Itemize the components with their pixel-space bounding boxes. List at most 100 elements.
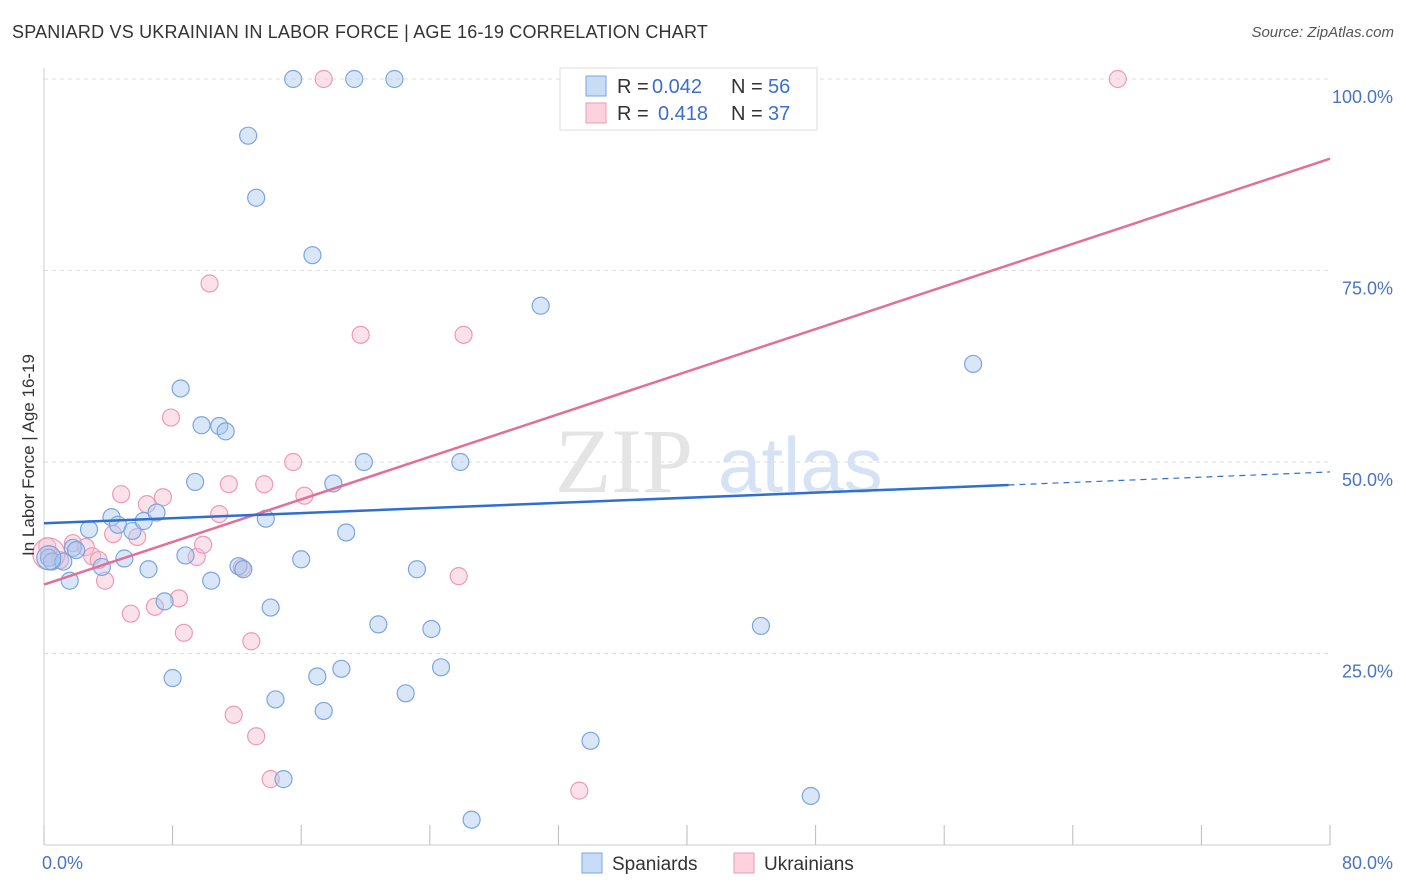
spaniards-point-29 (261, 598, 280, 617)
y-tick-label-1: 75.0% (1342, 279, 1393, 299)
ukrainians-point-28 (284, 452, 303, 472)
spaniards-point-39 (337, 523, 356, 542)
legend-swatch-spaniards (585, 75, 607, 97)
spaniards-point-26 (239, 126, 258, 145)
spaniards-point-52 (751, 616, 771, 636)
ukrainians-point-33 (454, 325, 473, 344)
spaniards-point-13 (139, 560, 158, 579)
ukrainians-point-19 (200, 274, 219, 293)
spaniards-point-25 (234, 560, 253, 579)
legend-n-label-1: N = (731, 76, 763, 98)
legend-r-label-2: R = (617, 103, 649, 125)
ukrainians-point-13 (153, 488, 173, 507)
y-tick-label-2: 50.0% (1342, 470, 1393, 490)
spaniards-point-40 (345, 69, 364, 89)
x-tick-label-1: 80.0% (1342, 853, 1393, 873)
spaniards-point-54 (964, 354, 983, 374)
bottom-legend-label-spaniards: Spaniards (612, 854, 698, 875)
ukrainians-point-18 (194, 535, 213, 554)
spaniards-point-16 (163, 668, 182, 688)
ukrainians-point-16 (174, 623, 193, 642)
legend-n-label-2: N = (731, 103, 763, 125)
y-tick-label-3: 25.0% (1342, 662, 1393, 682)
spaniards-point-47 (431, 658, 451, 677)
spaniards-point-24 (229, 557, 248, 576)
spaniards-point-33 (292, 550, 311, 569)
ukrainians-point-10 (128, 527, 147, 547)
ukrainians-point-9 (121, 604, 140, 623)
ukrainians-point-15 (169, 589, 189, 608)
spaniards-point-50 (531, 296, 550, 315)
legend-r-label-1: R = (617, 76, 649, 98)
spaniards-point-49 (462, 810, 481, 829)
spaniards-point-4 (63, 538, 83, 557)
x-tick-label-0: 0.0% (42, 853, 83, 873)
spaniards-point-20 (192, 416, 211, 435)
spaniards-point-6 (79, 520, 99, 539)
trend-lines (43, 157, 1331, 586)
ukrainians-point-12 (145, 597, 165, 616)
bottom-legend: Spaniards Ukrainians (581, 852, 854, 875)
ukrainians-point-34 (570, 781, 589, 800)
legend-swatch-ukrainians (585, 102, 607, 124)
spaniards-point-53 (801, 786, 820, 806)
spaniards-point-41 (354, 452, 373, 472)
legend-n-value-ukrainians: 37 (768, 103, 790, 125)
spaniards-trend-line (43, 483, 1009, 525)
spaniards-point-42 (369, 615, 388, 634)
spaniards-point-21 (202, 571, 221, 590)
legend-box: R = 0.042 N = 56 R = 0.418 N = 37 (559, 67, 818, 131)
bottom-legend-swatch-ukrainians (733, 852, 755, 874)
bottom-legend-swatch-spaniards (581, 852, 603, 874)
ukrainians-point-32 (449, 567, 468, 586)
spaniards-point-5 (67, 540, 86, 560)
spaniards-point-23 (216, 422, 235, 441)
ukrainians-point-30 (314, 69, 333, 89)
ukrainians-point-21 (219, 475, 238, 494)
ukrainians-points (32, 69, 1127, 800)
ukrainians-point-22 (224, 705, 243, 724)
spaniards-point-51 (581, 731, 600, 750)
spaniards-point-12 (134, 511, 153, 531)
spaniards-point-19 (186, 472, 205, 492)
spaniards-point-38 (332, 659, 351, 678)
spaniards-point-17 (171, 379, 190, 398)
y-axis-label: In Labor Force | Age 16-19 (19, 354, 38, 556)
spaniards-point-35 (308, 667, 327, 686)
spaniards-point-36 (314, 701, 333, 721)
spaniards-point-14 (147, 503, 166, 522)
ukrainians-point-24 (242, 632, 261, 651)
spaniards-point-34 (303, 246, 322, 265)
spaniards-point-15 (155, 592, 174, 611)
legend-r-value-ukrainians: 0.418 (658, 103, 708, 125)
spaniards-point-45 (407, 560, 427, 579)
ukrainians-point-8 (112, 485, 131, 504)
spaniards-point-32 (284, 69, 303, 89)
ukrainians-point-14 (161, 408, 181, 427)
axes (43, 68, 1331, 846)
chart-title: SPANIARD VS UKRAINIAN IN LABOR FORCE | A… (12, 22, 709, 42)
spaniards-cluster (36, 545, 62, 571)
spaniards-points (36, 69, 983, 829)
spaniards-point-43 (385, 69, 404, 89)
legend-n-value-spaniards: 56 (768, 76, 790, 98)
ukrainians-point-20 (210, 504, 229, 524)
ukrainians-trend-line (43, 157, 1331, 586)
spaniards-point-30 (266, 690, 285, 709)
spaniards-point-18 (176, 546, 195, 565)
spaniards-point-44 (396, 684, 415, 703)
ukrainians-point-35 (1108, 69, 1127, 89)
ukrainians-point-25 (247, 727, 266, 746)
legend-r-value-spaniards: 0.042 (652, 76, 702, 98)
ukrainians-point-27 (261, 770, 280, 789)
spaniards-point-31 (274, 770, 293, 789)
watermark-zip: ZIP (555, 410, 693, 512)
ukrainians-point-31 (351, 325, 370, 344)
y-tick-label-0: 100.0% (1332, 87, 1393, 107)
spaniards-point-2 (54, 552, 73, 571)
y-tick-labels: 100.0% 75.0% 50.0% 25.0% (1332, 87, 1393, 682)
x-tick-labels: 0.0% 80.0% (42, 853, 1393, 873)
ukrainians-point-26 (255, 475, 274, 494)
spaniards-point-48 (451, 452, 470, 472)
chart-source: Source: ZipAtlas.com (1251, 24, 1394, 41)
